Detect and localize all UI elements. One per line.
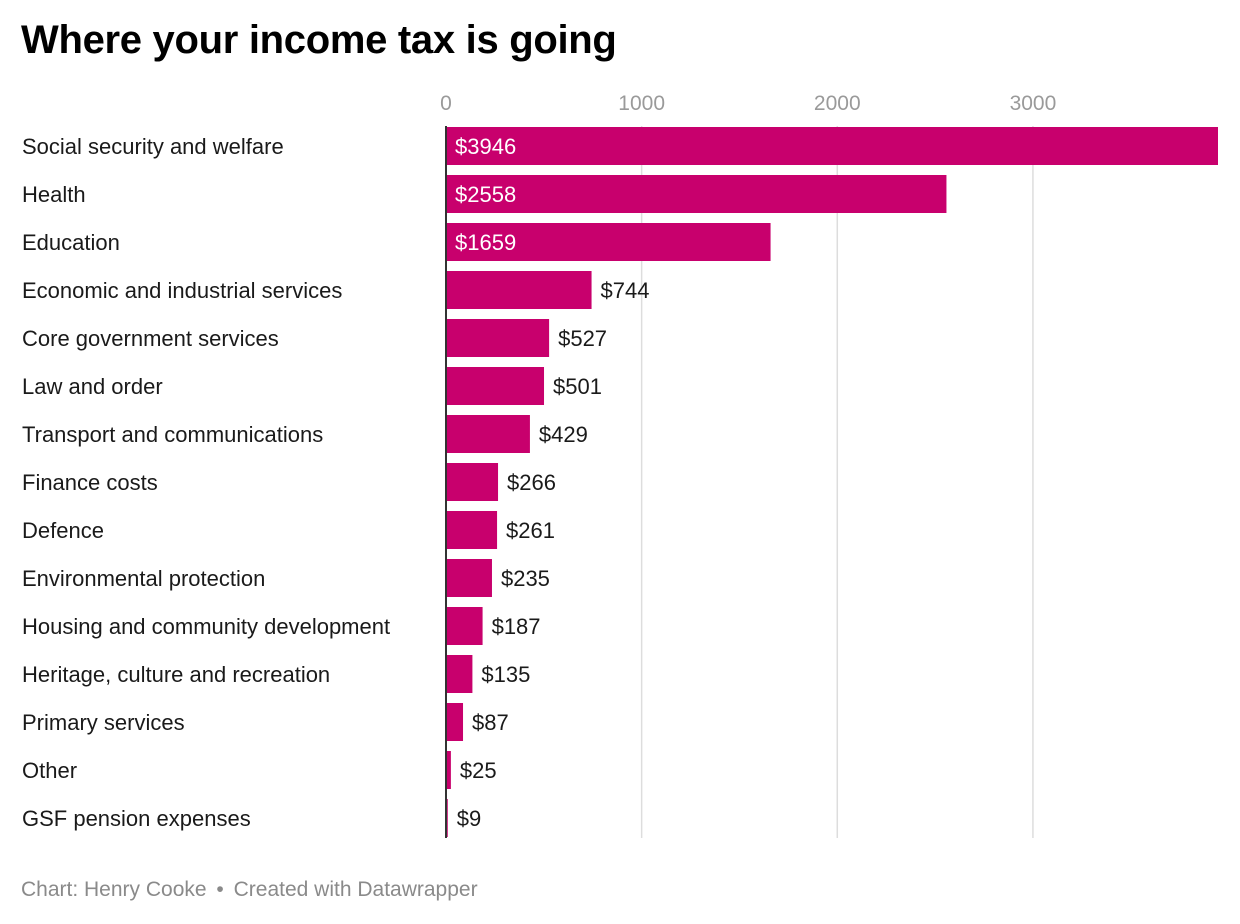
bar <box>446 271 592 309</box>
bar <box>446 607 483 645</box>
bar <box>446 655 473 693</box>
bar <box>446 751 451 789</box>
category-label: Heritage, culture and recreation <box>22 662 330 687</box>
bar <box>446 367 545 405</box>
value-label: $744 <box>601 278 650 303</box>
bar <box>446 415 530 453</box>
category-label: GSF pension expenses <box>22 806 251 831</box>
bar <box>446 559 492 597</box>
bar <box>446 703 464 741</box>
category-label: Economic and industrial services <box>22 278 342 303</box>
value-label: $87 <box>472 710 509 735</box>
category-label: Social security and welfare <box>22 134 284 159</box>
category-label: Other <box>22 758 77 783</box>
value-label: $235 <box>501 566 550 591</box>
x-tick-label: 2000 <box>814 92 861 115</box>
bar <box>446 319 550 357</box>
value-label: $9 <box>457 806 481 831</box>
category-label: Transport and communications <box>22 422 323 447</box>
chart-credit: Chart: Henry Cooke • Created with Datawr… <box>21 878 478 902</box>
value-label: $2558 <box>455 182 516 207</box>
credit-author: Chart: Henry Cooke <box>21 878 207 901</box>
value-label: $266 <box>507 470 556 495</box>
value-label: $25 <box>460 758 497 783</box>
value-label: $429 <box>539 422 588 447</box>
credit-tool-link[interactable]: Created with Datawrapper <box>233 878 478 901</box>
bar <box>446 175 947 213</box>
bar <box>446 127 1218 165</box>
category-label: Finance costs <box>22 470 158 495</box>
category-label: Housing and community development <box>22 614 390 639</box>
value-label: $3946 <box>455 134 516 159</box>
value-label: $501 <box>553 374 602 399</box>
category-label: Law and order <box>22 374 163 399</box>
category-label: Health <box>22 182 86 207</box>
credit-separator: • <box>216 878 224 901</box>
value-label: $261 <box>506 518 555 543</box>
chart-title: Where your income tax is going <box>21 18 617 62</box>
x-tick-label: 0 <box>440 92 452 115</box>
value-label: $1659 <box>455 230 516 255</box>
bar <box>446 223 771 261</box>
value-label: $527 <box>558 326 607 351</box>
category-label: Primary services <box>22 710 185 735</box>
category-label: Environmental protection <box>22 566 265 591</box>
bar <box>446 463 499 501</box>
value-label: $187 <box>492 614 541 639</box>
category-label: Core government services <box>22 326 279 351</box>
x-tick-label: 1000 <box>618 92 665 115</box>
value-label: $135 <box>481 662 530 687</box>
category-label: Defence <box>22 518 104 543</box>
category-label: Education <box>22 230 120 255</box>
bar <box>446 511 498 549</box>
x-tick-label: 3000 <box>1010 92 1057 115</box>
